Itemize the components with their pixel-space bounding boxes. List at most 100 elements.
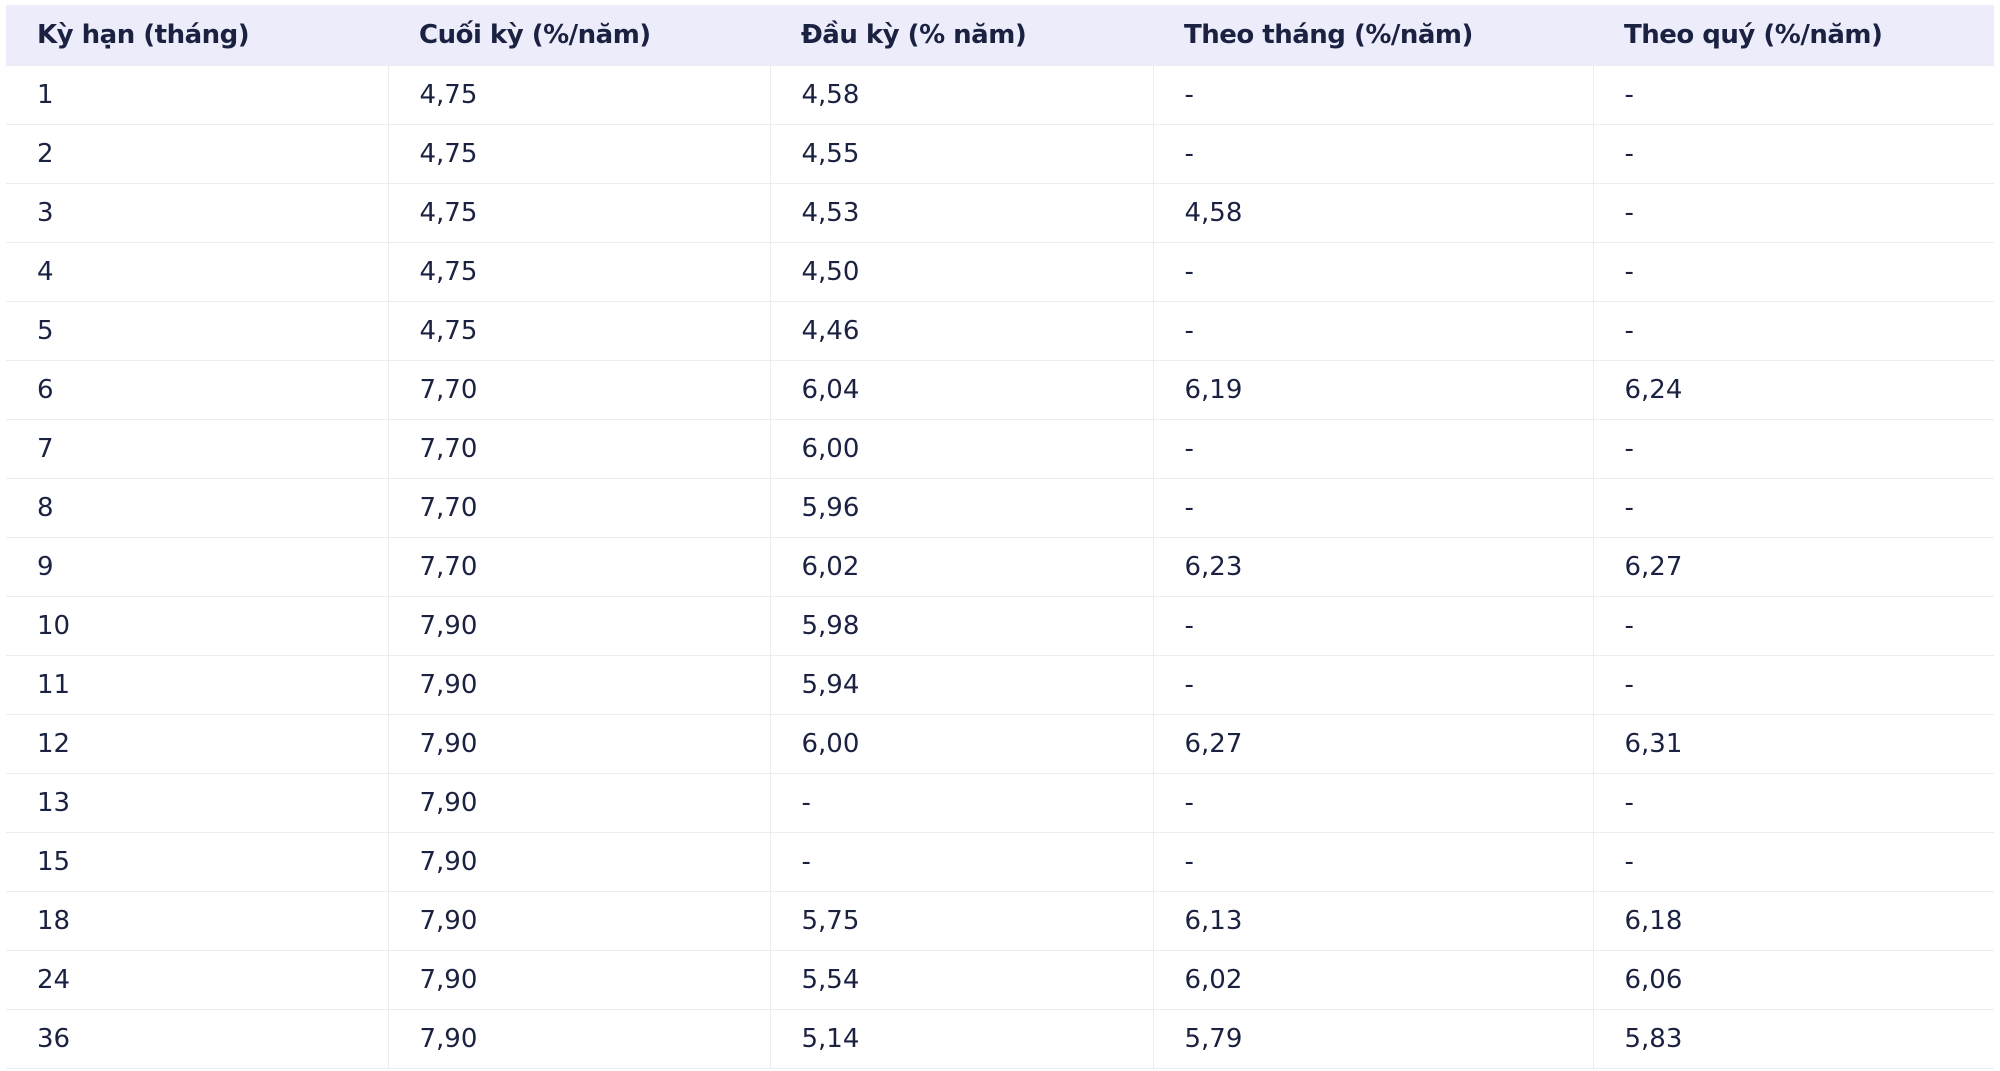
table-cell: 5,94 [769, 655, 1153, 715]
table-cell: 10 [6, 596, 388, 656]
table-cell: 4,46 [769, 301, 1153, 361]
table-cell: - [1592, 832, 1994, 892]
table-cell: 4,75 [387, 65, 770, 125]
table-cell: 13 [6, 773, 388, 833]
table-cell: - [1592, 478, 1994, 538]
table-cell: 6,06 [1592, 950, 1994, 1010]
table-row: 24 7,90 5,54 6,02 6,06 [6, 950, 1994, 1010]
table-cell: 5,79 [1152, 1009, 1593, 1069]
table-row: 6 7,70 6,04 6,19 6,24 [6, 360, 1994, 420]
table-cell: 7,70 [387, 478, 770, 538]
table-cell: - [1152, 65, 1593, 125]
table-cell: 6,04 [769, 360, 1153, 420]
table-cell: 5,75 [769, 891, 1153, 951]
header-cell: Theo quý (%/năm) [1593, 5, 1994, 66]
table-row: 12 7,90 6,00 6,27 6,31 [6, 714, 1994, 774]
table-cell: 7,70 [387, 360, 770, 420]
table-cell: - [1152, 596, 1593, 656]
table-cell: 4,75 [387, 242, 770, 302]
table-cell: 7,70 [387, 537, 770, 597]
table-cell: 4,55 [769, 124, 1153, 184]
table-cell: - [769, 773, 1153, 833]
header-cell: Theo tháng (%/năm) [1153, 5, 1593, 66]
table-cell: 6,02 [1152, 950, 1593, 1010]
table-cell: 6,27 [1592, 537, 1994, 597]
table-cell: 6,24 [1592, 360, 1994, 420]
table-row: 15 7,90- - - [6, 832, 1994, 892]
table-cell: 6,00 [769, 419, 1153, 479]
table-cell: 4,75 [387, 183, 770, 243]
table-cell: 24 [6, 950, 388, 1010]
table-cell: 4,75 [387, 301, 770, 361]
table-cell: - [1592, 124, 1994, 184]
table-cell: 15 [6, 832, 388, 892]
table-cell: 4,50 [769, 242, 1153, 302]
table-cell: - [1152, 773, 1593, 833]
table-cell: 11 [6, 655, 388, 715]
table-cell: 4,58 [769, 65, 1153, 125]
table-cell: 5,83 [1592, 1009, 1994, 1069]
table-cell: 12 [6, 714, 388, 774]
table-cell: 2 [6, 124, 388, 184]
table-row: 3 4,75 4,53 4,58- [6, 183, 1994, 243]
table-cell: 6,23 [1152, 537, 1593, 597]
table-cell: 4,75 [387, 124, 770, 184]
table-cell: - [1592, 301, 1994, 361]
table-cell: 5,96 [769, 478, 1153, 538]
table-row: 8 7,70 5,96- - [6, 478, 1994, 538]
table-cell: 6,19 [1152, 360, 1593, 420]
table-cell: 6,02 [769, 537, 1153, 597]
table-cell: 4,53 [769, 183, 1153, 243]
table-cell: 5,54 [769, 950, 1153, 1010]
table-row: 10 7,90 5,98- - [6, 596, 1994, 656]
table-cell: - [1152, 478, 1593, 538]
table-cell: - [1152, 301, 1593, 361]
table-cell: - [1592, 596, 1994, 656]
table-cell: - [1152, 242, 1593, 302]
table-cell: 7,90 [387, 832, 770, 892]
table-cell: 7,70 [387, 419, 770, 479]
table-row: 13 7,90- - - [6, 773, 1994, 833]
table-cell: 7,90 [387, 596, 770, 656]
table-row: 36 7,90 5,14 5,79 5,83 [6, 1009, 1994, 1069]
table-cell: - [769, 832, 1153, 892]
table-cell: 7,90 [387, 891, 770, 951]
table-row: 7 7,70 6,00- - [6, 419, 1994, 479]
table-cell: 4 [6, 242, 388, 302]
header-cell: Đầu kỳ (% năm) [770, 5, 1153, 66]
table-cell: 36 [6, 1009, 388, 1069]
table-cell: 6,00 [769, 714, 1153, 774]
table-cell: - [1152, 832, 1593, 892]
table-cell: 5,98 [769, 596, 1153, 656]
table-cell: 6 [6, 360, 388, 420]
table-cell: 6,31 [1592, 714, 1994, 774]
table-cell: - [1592, 183, 1994, 243]
table-cell: 9 [6, 537, 388, 597]
table-cell: 1 [6, 65, 388, 125]
table-row: 9 7,70 6,02 6,23 6,27 [6, 537, 1994, 597]
table-cell: 6,27 [1152, 714, 1593, 774]
table-cell: 7 [6, 419, 388, 479]
table-cell: 7,90 [387, 773, 770, 833]
table-cell: 7,90 [387, 950, 770, 1010]
table-cell: - [1152, 124, 1593, 184]
table-cell: - [1152, 655, 1593, 715]
table-cell: - [1592, 65, 1994, 125]
table-cell: - [1592, 242, 1994, 302]
rate-table: Kỳ hạn (tháng) Cuối kỳ (%/năm) Đầu kỳ (% n… [6, 5, 1994, 1069]
table-cell: - [1592, 655, 1994, 715]
table-cell: 3 [6, 183, 388, 243]
table-cell: 7,90 [387, 655, 770, 715]
header-cell: Cuối kỳ (%/năm) [388, 5, 770, 66]
table-cell: 5 [6, 301, 388, 361]
table-cell: 7,90 [387, 1009, 770, 1069]
table-cell: 18 [6, 891, 388, 951]
table-cell: - [1592, 773, 1994, 833]
table-cell: 8 [6, 478, 388, 538]
table-row: 11 7,90 5,94- - [6, 655, 1994, 715]
table-cell: 4,58 [1152, 183, 1593, 243]
table-cell: - [1152, 419, 1593, 479]
table-cell: 5,14 [769, 1009, 1153, 1069]
table-cell: 6,13 [1152, 891, 1593, 951]
